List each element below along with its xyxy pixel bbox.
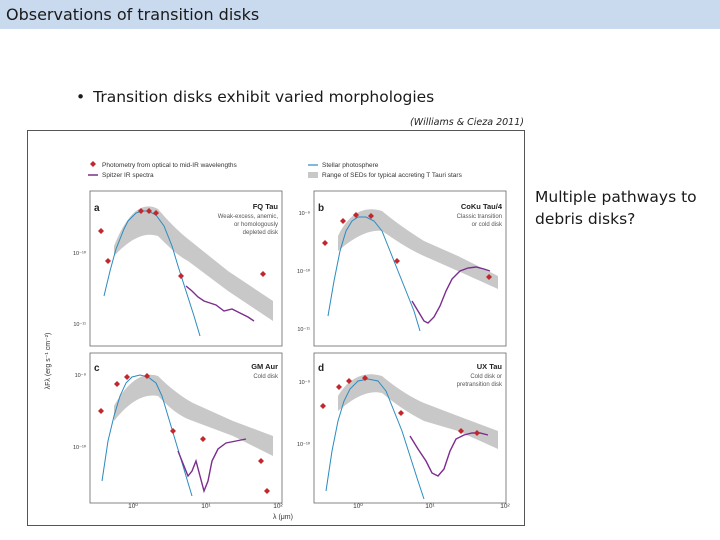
x-tick-right-1: 10⁰	[353, 502, 363, 510]
panel-b-name: CoKu Tau/4	[461, 202, 503, 211]
panel-b-desc-2: or cold disk	[472, 222, 503, 228]
panel-a-ytick-1: 10⁻¹⁰	[73, 250, 87, 257]
panel-c-desc-1: Cold disk	[253, 374, 279, 380]
panel-d-desc-2: pretransition disk	[457, 382, 503, 388]
panel-a-range-band	[114, 206, 273, 321]
panel-c-ytick-1: 10⁻⁹	[75, 372, 86, 379]
panel-b-stellar-line	[327, 216, 421, 332]
side-note: Multiple pathways to debris disks?	[535, 188, 697, 228]
panel-b-spitzer-line	[411, 266, 491, 324]
citation: (Williams & Cieza 2011)	[410, 117, 524, 128]
x-tick-left-2: 10¹	[201, 503, 211, 510]
panel-a-desc-2: or homologously	[234, 222, 278, 228]
legend-stellar-label: Stellar photosphere	[322, 162, 379, 169]
panel-c-spitzer-line	[177, 438, 247, 494]
legend-range-swatch	[308, 172, 318, 178]
panel-a-name: FQ Tau	[253, 202, 279, 211]
panel-a-ytick-2: 10⁻¹¹	[73, 322, 86, 328]
bullet-marker: •	[76, 88, 86, 106]
panel-a-desc-1: Weak-excess, anemic,	[218, 214, 279, 220]
x-tick-left-1: 10⁰	[128, 502, 138, 510]
panel-a-spitzer-line	[185, 285, 255, 322]
bullet-text: Transition disks exhibit varied morpholo…	[93, 88, 435, 106]
panel-d: d UX Tau Cold disk or pretransition disk…	[297, 352, 507, 504]
panel-d-ytick-2: 10⁻¹⁰	[297, 441, 311, 448]
panel-d-desc-1: Cold disk or	[470, 374, 502, 380]
panel-c-ytick-2: 10⁻¹⁰	[73, 444, 87, 451]
sed-figure-svg: Photometry from optical to mid-IR wavele…	[45, 161, 511, 521]
panel-a-desc-3: depleted disk	[243, 230, 279, 236]
slide-title: Observations of transition disks	[6, 5, 260, 24]
x-tick-right-2: 10¹	[425, 503, 435, 510]
panel-b-photometry	[322, 212, 492, 280]
panel-b-range-band	[338, 209, 498, 289]
panel-c-letter: c	[94, 363, 100, 374]
title-bar	[0, 0, 720, 29]
legend-spitzer-label: Spitzer IR spectra	[102, 172, 154, 179]
panel-c: c GM Aur Cold disk 10⁻⁹ 10⁻¹⁰	[73, 352, 283, 504]
panel-b-desc-1: Classic transition	[457, 214, 502, 220]
x-tick-left-3: 10²	[273, 503, 283, 510]
panel-b-letter: b	[318, 203, 324, 214]
panel-b: b CoKu Tau/4 Classic transition or cold …	[297, 190, 507, 347]
panel-a-letter: a	[94, 203, 100, 214]
x-axis-label: λ (μm)	[273, 514, 293, 521]
panel-a-photometry	[98, 208, 266, 279]
panel-b-ytick-1: 10⁻⁹	[299, 210, 310, 217]
sed-figure: Photometry from optical to mid-IR wavele…	[27, 130, 525, 526]
panel-b-ytick-3: 10⁻¹¹	[297, 327, 310, 333]
panel-a: a FQ Tau Weak-excess, anemic, or homolog…	[73, 190, 283, 347]
legend-photometry-marker	[90, 161, 96, 167]
panel-c-photometry	[98, 373, 270, 494]
panel-c-range-band	[114, 374, 273, 456]
panel-d-name: UX Tau	[477, 362, 503, 371]
panel-d-letter: d	[318, 363, 324, 374]
panel-d-spitzer-line	[409, 432, 489, 477]
panel-d-ytick-1: 10⁻⁹	[299, 379, 310, 386]
panel-d-stellar-line	[325, 378, 425, 500]
y-axis-label: λFλ (erg s⁻¹ cm⁻²)	[45, 333, 52, 390]
x-tick-right-3: 10²	[500, 503, 510, 510]
figure-legend: Photometry from optical to mid-IR wavele…	[88, 161, 463, 179]
legend-range-label: Range of SEDs for typical accreting T Ta…	[322, 172, 463, 179]
panel-d-range-band	[338, 374, 498, 449]
panel-c-name: GM Aur	[251, 362, 278, 371]
panel-d-photometry	[320, 375, 480, 436]
panel-b-ytick-2: 10⁻¹⁰	[297, 268, 311, 275]
legend-photometry-label: Photometry from optical to mid-IR wavele…	[102, 162, 237, 169]
bullet-item: • Transition disks exhibit varied morphol…	[76, 88, 434, 106]
